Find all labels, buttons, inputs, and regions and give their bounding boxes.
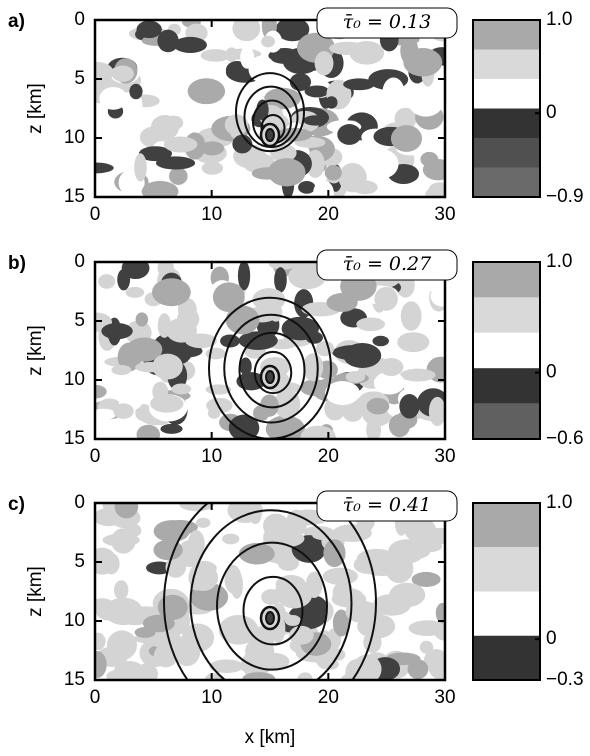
field (95, 503, 445, 680)
colorbar-band (473, 108, 540, 138)
colorbar-tick-label: −0.6 (546, 428, 584, 449)
field (95, 20, 445, 197)
y-tick-label: 0 (74, 492, 85, 513)
colorbar-tick-label: 1.0 (546, 492, 572, 513)
y-tick-label: 10 (64, 369, 85, 390)
x-tick-label: 10 (201, 204, 222, 225)
colorbar-band (473, 297, 540, 333)
colorbar-band (473, 591, 540, 636)
panel-label: c) (8, 494, 25, 515)
y-axis-label: z [km] (25, 566, 46, 617)
annotation: τ̄₀ = 0.13 (343, 11, 431, 33)
colorbar-tick-label: 1.0 (546, 9, 572, 30)
panel: 0 10 20 30 0 5 10 15 z [km] c) τ̄₀ = 0.41 x [km] 1.0… (8, 490, 584, 748)
annotation-box (316, 7, 458, 39)
y-tick-label: 10 (64, 610, 85, 631)
x-tick-label: 20 (318, 446, 339, 467)
colorbar-frame (472, 261, 541, 440)
colorbar-tick-label: 0 (546, 628, 557, 649)
colorbar-band (473, 368, 540, 404)
x-axis-label: x [km] (245, 727, 296, 748)
axes-frame (93, 18, 447, 199)
colorbar-band (473, 262, 540, 298)
axes-frame (93, 501, 447, 682)
colorbar-tick-label: 0 (546, 102, 557, 123)
colorbar-band (473, 49, 540, 79)
colorbar-tick-label: −0.9 (546, 186, 584, 207)
x-tick-label: 20 (318, 204, 339, 225)
y-tick-label: 5 (74, 68, 85, 89)
x-tick-label: 10 (201, 446, 222, 467)
colorbar-frame (472, 19, 541, 198)
y-tick-label: 0 (74, 251, 85, 272)
x-tick-label: 10 (201, 687, 222, 708)
x-tick-label: 20 (318, 687, 339, 708)
colorbar-tick-label: 1.0 (546, 251, 572, 272)
y-axis-label: z [km] (25, 325, 46, 376)
colorbar-tick-label: −0.3 (546, 669, 584, 690)
annotation: τ̄₀ = 0.41 (343, 494, 431, 516)
x-tick-label: 30 (434, 204, 455, 225)
y-tick-label: 0 (74, 9, 85, 30)
y-tick-label: 15 (64, 186, 85, 207)
colorbar-band (473, 403, 540, 439)
colorbar-frame (472, 502, 541, 681)
colorbar-band (473, 167, 540, 197)
y-tick-label: 5 (74, 551, 85, 572)
colorbar-band (473, 547, 540, 592)
colorbar-band (473, 635, 540, 680)
y-tick-label: 5 (74, 310, 85, 331)
x-tick-label: 0 (90, 446, 101, 467)
x-tick-label: 30 (434, 446, 455, 467)
y-tick-label: 10 (64, 127, 85, 148)
annotation-box (316, 249, 458, 281)
x-tick-label: 0 (90, 687, 101, 708)
colorbar-band (473, 20, 540, 50)
y-axis-label: z [km] (25, 83, 46, 134)
panel: 0 10 20 30 0 5 10 15 z [km] b) τ̄₀ = 0.27 1.0 0 −0.6 (8, 249, 584, 467)
annotation: τ̄₀ = 0.27 (343, 253, 432, 275)
panel-label: a) (8, 11, 25, 32)
colorbar-band (473, 79, 540, 109)
colorbar-tick-label: 0 (546, 362, 557, 383)
y-tick-label: 15 (64, 669, 85, 690)
x-tick-label: 30 (434, 687, 455, 708)
x-tick-label: 0 (90, 204, 101, 225)
colorbar-band (473, 503, 540, 548)
axes-frame (93, 260, 447, 441)
colorbar-band (473, 332, 540, 369)
panel-label: b) (8, 253, 26, 274)
y-tick-label: 15 (64, 428, 85, 449)
colorbar-band (473, 138, 540, 168)
panel: 0 10 20 30 0 5 10 15 z [km] a) τ̄₀ = 0.13 1.0 0 −0.9 (8, 7, 584, 225)
annotation-box (316, 490, 458, 522)
